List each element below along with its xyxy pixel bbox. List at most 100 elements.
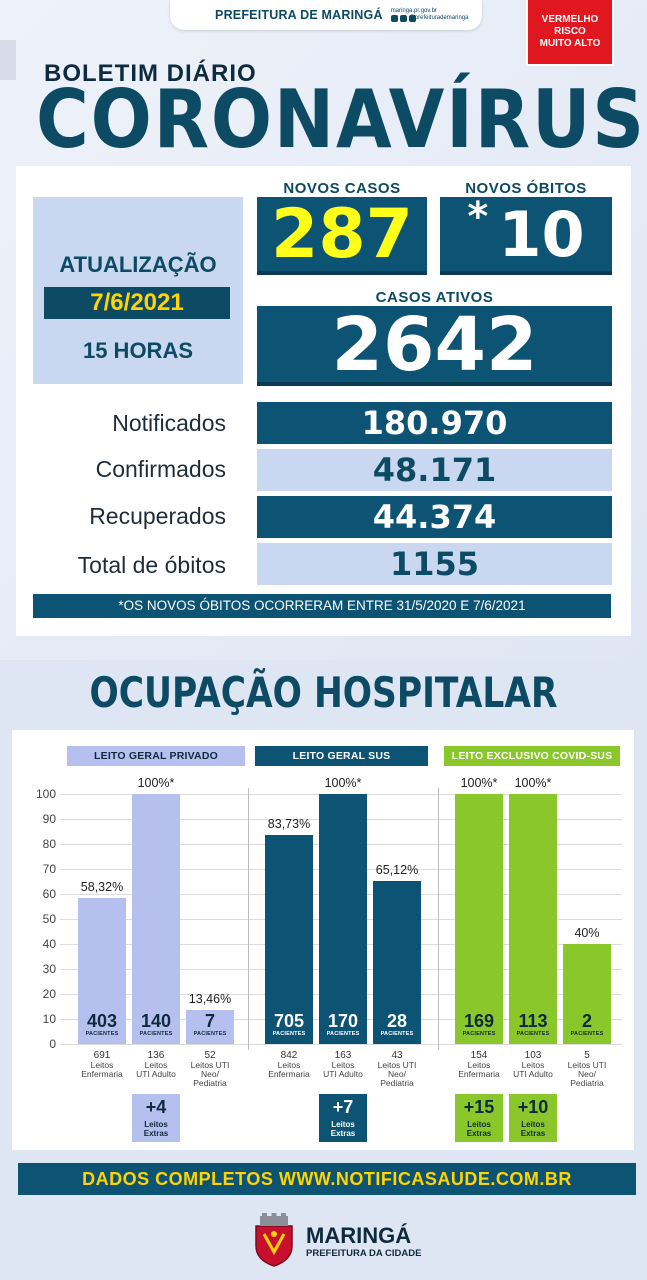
extra-beds-badge: +10 Leitos Extras: [509, 1094, 557, 1142]
y-tick-label: 80: [42, 837, 56, 851]
bar-percent-label: 83,73%: [267, 816, 311, 831]
bed-count: 5: [584, 1050, 590, 1061]
bar-patients-value: 403: [86, 1011, 118, 1031]
full-data-link[interactable]: DADOS COMPLETOS WWW.NOTIFICASAUDE.COM.BR: [18, 1163, 636, 1195]
header-tab: PREFEITURA DE MARINGÁ maringa.pr.gov.br …: [170, 0, 482, 30]
bar-percent-label: 40%: [574, 926, 600, 940]
y-tick-label: 20: [42, 987, 56, 1001]
bed-type-text: Leitos UTI: [567, 1060, 607, 1070]
bed-count: 163: [334, 1050, 352, 1061]
new-deaths-value: 10: [498, 198, 585, 271]
bar: [132, 794, 180, 1044]
new-deaths-box: * 10: [440, 197, 612, 275]
bar-patients-label: PACIENTES: [85, 1031, 119, 1037]
bar-patients-value: 140: [140, 1011, 172, 1031]
bar-percent-label: 13,46%: [188, 992, 232, 1007]
risk-line-2: RISCO: [554, 26, 586, 37]
bed-count: 52: [204, 1050, 216, 1061]
update-label: ATUALIZAÇÃO: [59, 252, 217, 277]
new-deaths-label: NOVOS ÓBITOS: [465, 180, 587, 197]
bar-percent-label: 100%*: [514, 776, 552, 790]
bed-type-text: Leitos UTI: [190, 1060, 230, 1070]
confirmed-label: Confirmados: [95, 456, 226, 482]
notified-value: 180.970: [257, 402, 612, 444]
bed-type-text: Leitos: [144, 1060, 168, 1070]
update-date: 7/6/2021: [44, 287, 230, 319]
bar-patients-label: PACIENTES: [139, 1031, 173, 1037]
extra-beds-label: Extras: [143, 1129, 169, 1138]
bed-capacity-label: 136 Leitos UTI Adulto: [126, 1050, 186, 1079]
brand-name: PREFEITURA DE MARINGÁ: [215, 8, 383, 22]
bar: [563, 944, 611, 1044]
new-cases-label: NOVOS CASOS: [283, 180, 401, 197]
instagram-icon: [399, 15, 407, 22]
notified-label: Notificados: [112, 410, 226, 436]
left-ribbon: [0, 40, 16, 80]
bed-type-text: UTI Adulto: [513, 1069, 553, 1079]
bar-patients-label: PACIENTES: [380, 1031, 414, 1037]
extra-beds-badge: +4 Leitos Extras: [132, 1094, 180, 1142]
bar: [186, 1010, 234, 1044]
bed-type-text: Leitos: [521, 1060, 545, 1070]
facebook-icon: [390, 15, 398, 22]
active-cases-value: 2642: [257, 306, 612, 386]
deaths-footnote: *OS NOVOS ÓBITOS OCORRERAM ENTRE 31/5/20…: [33, 594, 611, 618]
bar: [319, 794, 367, 1044]
bar-patients-label: PACIENTES: [272, 1031, 306, 1037]
group-divider: [248, 788, 249, 1050]
bed-type-text: UTI Adulto: [323, 1069, 363, 1079]
bar-patients-value: 28: [386, 1011, 408, 1031]
page-title: CORONAVÍRUS: [36, 73, 646, 166]
bed-capacity-label: 43 Leitos UTI Neo/Pediatria: [367, 1050, 427, 1088]
bed-capacity-label: 842 Leitos Enfermaria: [259, 1050, 319, 1079]
city-name: MARINGÁ: [306, 1223, 412, 1248]
city-logo-text: MARINGÁ PREFEITURA DA CIDADE: [306, 1223, 422, 1260]
bar-percent-label: 65,12%: [375, 863, 419, 878]
city-coat-of-arms-icon: [255, 1213, 293, 1267]
extra-beds-label: Leitos: [144, 1120, 168, 1129]
bar-patients-value: 2: [581, 1011, 592, 1031]
bed-type-text: Neo/: [578, 1069, 596, 1079]
extra-beds-value: +15: [463, 1097, 495, 1117]
bed-count: 103: [524, 1050, 542, 1061]
extra-beds-badge: +15 Leitos Extras: [455, 1094, 503, 1142]
total-deaths-label: Total de óbitos: [77, 552, 226, 578]
y-tick-label: 60: [42, 887, 56, 901]
bed-count: 842: [280, 1050, 298, 1061]
new-deaths-asterisk: *: [467, 194, 489, 240]
risk-line-3: MUITO ALTO: [539, 38, 601, 49]
risk-badge: VERMELHO RISCO MUITO ALTO: [526, 0, 614, 66]
city-hall-label: PREFEITURA DA CIDADE: [306, 1248, 422, 1259]
social-handle: @prefeiturademaringa: [408, 15, 469, 22]
bed-type-text: Leitos: [467, 1060, 491, 1070]
y-tick-label: 100: [35, 787, 56, 801]
bed-type-text: Leitos: [90, 1060, 114, 1070]
bar: [455, 794, 503, 1044]
y-tick-label: 70: [42, 862, 56, 876]
bed-type-text: Pediatria: [193, 1078, 227, 1088]
bar-patients-label: PACIENTES: [193, 1031, 227, 1037]
y-tick-label: 90: [42, 812, 56, 826]
bed-count: 136: [147, 1050, 165, 1061]
bar: [509, 794, 557, 1044]
new-cases-value: 287: [257, 197, 427, 275]
bed-type-text: Enfermaria: [81, 1069, 123, 1079]
bed-capacity-label: 52 Leitos UTI Neo/Pediatria: [180, 1050, 240, 1088]
bed-type-text: Pediatria: [380, 1078, 414, 1088]
extra-beds-badge: +7 Leitos Extras: [319, 1094, 367, 1142]
extra-beds-value: +10: [517, 1097, 549, 1117]
bar: [78, 898, 126, 1044]
bed-capacity-label: 103 Leitos UTI Adulto: [503, 1050, 563, 1079]
bar-patients-value: 169: [463, 1011, 495, 1031]
bar-patients-value: 113: [518, 1011, 548, 1031]
group-divider: [438, 788, 439, 1050]
update-hour: 15 HORAS: [82, 338, 194, 363]
risk-line-1: VERMELHO: [541, 14, 599, 25]
group-header: LEITO GERAL SUS: [255, 746, 428, 766]
confirmed-value: 48.171: [257, 449, 612, 491]
bulletin-subtitle: BOLETIM DIÁRIO: [44, 60, 257, 87]
y-tick-label: 50: [42, 912, 56, 926]
bar-patients-value: 170: [327, 1011, 359, 1031]
bed-type-text: UTI Adulto: [136, 1069, 176, 1079]
bed-type-text: Pediatria: [570, 1078, 604, 1088]
